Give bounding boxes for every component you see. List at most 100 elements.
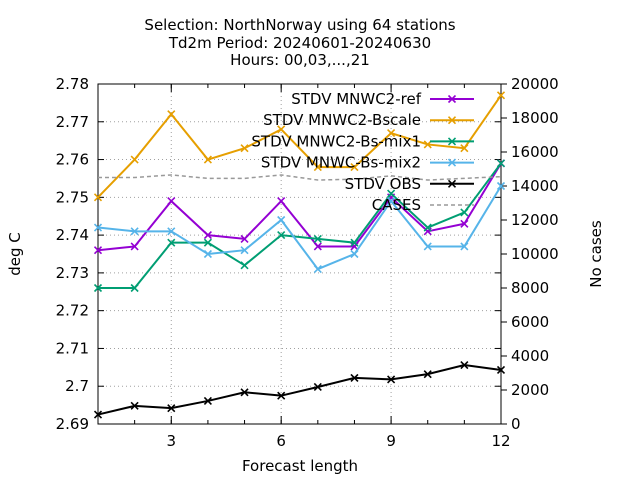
data-point	[167, 227, 176, 236]
legend-marker	[447, 116, 457, 125]
y2-tick-label: 20000	[511, 75, 559, 93]
series-stdv-mnwc2-bscale	[93, 91, 506, 202]
y-tick-label: 2.77	[56, 113, 89, 131]
data-point	[130, 227, 139, 236]
legend-label: CASES	[372, 196, 421, 214]
series-stdv-obs	[93, 361, 506, 419]
data-point	[93, 223, 103, 232]
title-line-2: Td2m Period: 20240601-20240630	[168, 34, 431, 52]
y2-axis-label: No cases	[587, 220, 605, 288]
series-cases	[98, 174, 502, 181]
data-point	[203, 396, 212, 406]
data-point	[350, 238, 359, 247]
data-point	[240, 144, 249, 153]
series-stdv-mnwc2-ref	[93, 159, 506, 255]
data-point	[460, 219, 469, 228]
data-point	[167, 197, 176, 206]
data-point	[130, 155, 139, 164]
data-point	[496, 365, 506, 375]
data-point	[277, 197, 286, 206]
data-point	[240, 246, 249, 255]
series-line	[98, 174, 502, 181]
series-line	[97, 94, 502, 199]
data-point	[277, 391, 286, 400]
data-point	[387, 197, 396, 206]
data-point	[240, 234, 249, 243]
data-point	[93, 246, 103, 255]
series-group	[93, 91, 506, 419]
legend: STDV MNWC2-ref STDV MNWC2-Bscale STDV MNWC…	[251, 90, 474, 214]
x-tick-label: 12	[491, 432, 510, 450]
data-point	[277, 125, 286, 134]
y2-tick-label: 2000	[511, 381, 549, 399]
data-point	[203, 249, 212, 259]
data-point	[240, 388, 249, 397]
legend-marker	[447, 179, 457, 188]
y2-tick-label: 0	[511, 415, 521, 433]
data-point	[277, 215, 286, 225]
data-point	[93, 283, 103, 293]
y2-tick-label: 16000	[511, 143, 559, 161]
x-tick-label: 9	[386, 432, 396, 450]
y-tick-label: 2.78	[56, 75, 89, 93]
legend-item: STDV MNWC2-Bscale	[263, 111, 474, 129]
legend-item: STDV MNWC-Bs-mix2	[261, 154, 474, 172]
title-line-3: Hours: 00,03,...,21	[230, 51, 370, 69]
data-point	[167, 404, 176, 413]
data-point	[460, 242, 469, 251]
data-point	[313, 382, 322, 392]
data-point	[350, 163, 359, 172]
y2-tick-label: 10000	[511, 245, 559, 263]
series-line	[97, 364, 502, 416]
data-point	[130, 401, 139, 410]
data-point	[313, 163, 322, 172]
chart-title: Selection: NorthNorway using 64 stations…	[144, 16, 455, 69]
data-point	[387, 129, 396, 138]
series-stdv-mnwc-bs-mix2	[93, 181, 506, 274]
y-tick-label: 2.71	[56, 339, 89, 357]
series-line	[97, 185, 502, 271]
data-point	[423, 242, 432, 251]
data-point	[460, 208, 469, 217]
data-point	[203, 155, 212, 164]
y2-tick-label: 8000	[511, 279, 549, 297]
legend-item: STDV MNWC2-Bs-mix1	[251, 132, 474, 150]
y-tick-label: 2.72	[56, 302, 89, 320]
y2-tick-label: 18000	[511, 109, 559, 127]
data-point	[423, 370, 432, 379]
legend-label: STDV MNWC2-Bscale	[263, 111, 421, 129]
data-point	[350, 373, 359, 382]
y-tick-label: 2.75	[56, 188, 89, 206]
y-tick-label: 2.69	[56, 415, 89, 433]
data-point	[496, 159, 506, 168]
data-point	[460, 361, 469, 370]
y-tick-label: 2.7	[65, 377, 89, 395]
data-point	[277, 231, 286, 240]
legend-item: CASES	[372, 196, 474, 214]
series-stdv-mnwc2-bs-mix1	[93, 159, 506, 293]
data-point	[387, 189, 396, 198]
y-tick-label: 2.76	[56, 151, 89, 169]
axes: 2.69 2.7 2.71 2.72 2.73 2.74 2.75 2.76 2.77 2.78 0…	[56, 75, 559, 450]
data-point	[240, 261, 249, 270]
y2-tick-label: 14000	[511, 177, 559, 195]
legend-label: STDV MNWC2-ref	[291, 90, 421, 108]
data-point	[350, 249, 359, 259]
legend-item: STDV MNWC2-ref	[291, 90, 474, 108]
data-point	[130, 283, 139, 293]
legend-label: STDV OBS	[345, 175, 421, 193]
data-point	[167, 238, 176, 247]
legend-label: STDV MNWC-Bs-mix2	[261, 154, 421, 172]
data-point	[496, 181, 506, 191]
legend-marker	[447, 158, 457, 167]
data-point	[460, 144, 469, 153]
legend-marker	[447, 94, 457, 104]
series-line	[98, 162, 502, 289]
data-point	[203, 231, 212, 240]
y-axis-label: deg C	[6, 232, 24, 276]
data-point	[313, 265, 322, 274]
y2-tick-label: 4000	[511, 347, 549, 365]
legend-item: STDV OBS	[345, 175, 474, 193]
data-point	[203, 238, 212, 247]
data-point	[93, 410, 103, 419]
